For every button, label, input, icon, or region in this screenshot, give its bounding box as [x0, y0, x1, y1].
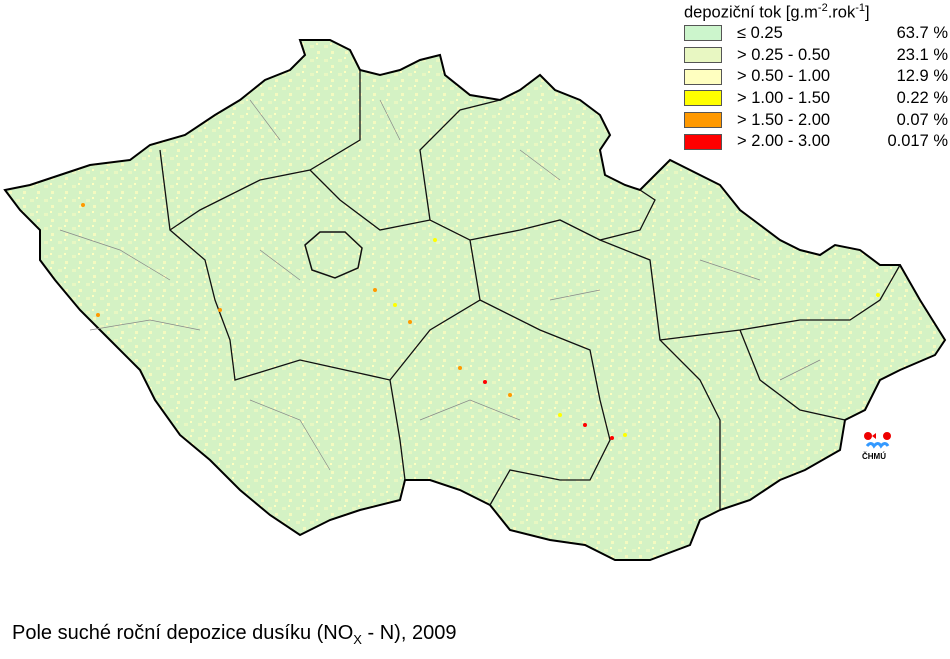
legend-percent: 63.7 %	[896, 23, 948, 42]
region-borders	[159, 70, 901, 510]
legend-item: ≤ 0.25 63.7 %	[684, 23, 948, 45]
legend-label: > 1.50 - 2.00	[737, 110, 831, 129]
legend-swatch	[684, 25, 722, 42]
chmu-logo: ČHMÚ	[862, 428, 892, 462]
map-caption: Pole suché roční depozice dusíku (NOX - …	[12, 622, 457, 647]
legend-percent: 12.9 %	[896, 67, 948, 86]
district-borders	[59, 99, 821, 471]
legend-percent: 0.22 %	[896, 88, 948, 107]
legend-item: > 0.50 - 1.00 12.9 %	[684, 66, 948, 88]
legend-swatch	[684, 133, 722, 150]
legend-title: depoziční tok [g.m-2.rok-1]	[684, 2, 870, 22]
logo-text: ČHMÚ	[862, 452, 886, 461]
legend: depoziční tok [g.m-2.rok-1] ≤ 0.25 63.7 %…	[684, 2, 948, 153]
legend-label: > 0.25 - 0.50	[737, 45, 831, 64]
legend-swatch	[684, 68, 722, 85]
legend-percent: 0.017 %	[887, 132, 948, 151]
legend-label: > 1.00 - 1.50	[737, 88, 831, 107]
legend-label: > 2.00 - 3.00	[737, 132, 831, 151]
legend-label: ≤ 0.25	[737, 23, 783, 42]
legend-item: > 0.25 - 0.50 23.1 %	[684, 44, 948, 66]
deposition-map	[3, 39, 947, 561]
legend-percent: 0.07 %	[896, 110, 948, 129]
legend-item: > 1.50 - 2.00 0.07 %	[684, 109, 948, 131]
prague-region	[304, 231, 363, 279]
legend-item: > 1.00 - 1.50 0.22 %	[684, 88, 948, 110]
legend-swatch	[684, 90, 722, 107]
legend-swatch	[684, 112, 722, 129]
legend-percent: 23.1 %	[896, 45, 948, 64]
legend-item: > 2.00 - 3.00 0.017 %	[684, 131, 948, 153]
hotspots	[81, 203, 880, 440]
legend-swatch	[684, 47, 722, 64]
country-area	[3, 39, 947, 561]
legend-label: > 0.50 - 1.00	[737, 67, 831, 86]
